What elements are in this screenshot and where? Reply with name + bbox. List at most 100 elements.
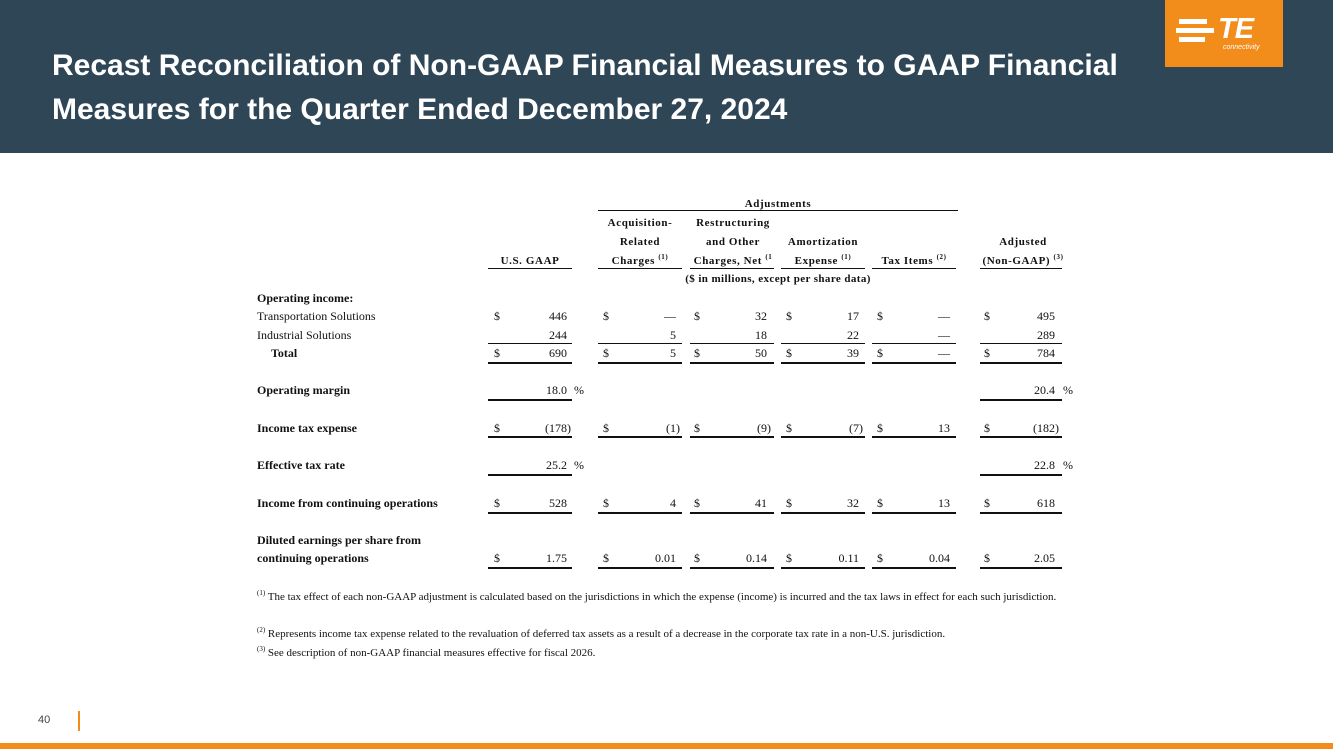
currency: $: [603, 496, 609, 510]
subtotal-rule: [781, 343, 865, 344]
total-rule: [781, 567, 865, 569]
header-rule: [872, 268, 956, 269]
currency: $: [603, 309, 609, 323]
amort-header-l2: Expense (1): [794, 253, 852, 268]
currency: $: [877, 551, 883, 565]
cell-usgaap: 690: [549, 346, 567, 360]
cell-tax: —: [938, 328, 950, 342]
currency: $: [877, 421, 883, 435]
total-rule: [488, 362, 572, 364]
total-rule: [980, 362, 1062, 364]
currency: $: [877, 346, 883, 360]
usgaap-header: U.S. GAAP: [500, 255, 560, 267]
currency: $: [694, 551, 700, 565]
currency: $: [786, 496, 792, 510]
total-rule: [598, 362, 682, 364]
cell-amort: 39: [847, 346, 859, 360]
subtotal-rule: [690, 343, 774, 344]
cell-rest: 41: [755, 496, 767, 510]
cell-usgaap: 446: [549, 309, 567, 323]
total-rule: [781, 436, 865, 438]
percent-sign: %: [1063, 458, 1073, 472]
total-rule: [980, 567, 1062, 569]
cell-acq: 5: [670, 346, 676, 360]
logo-subtitle: connectivity: [1223, 44, 1260, 51]
percent-sign: %: [574, 383, 584, 397]
currency: $: [877, 309, 883, 323]
total-rule: [488, 474, 572, 476]
currency: $: [786, 421, 792, 435]
total-rule: [690, 362, 774, 364]
acq-header-l1: Acquisition-: [607, 217, 673, 229]
page-number-divider: [78, 711, 80, 731]
acq-header-l3: Charges (1): [611, 253, 669, 268]
cell-usgaap: 244: [549, 328, 567, 342]
currency: $: [494, 551, 500, 565]
cell-rest: 0.14: [746, 551, 767, 565]
row-label: Effective tax rate: [257, 458, 345, 472]
operating-income-heading: Operating income:: [257, 291, 354, 305]
cell-adjusted: 289: [1037, 328, 1055, 342]
rest-header-l3: Charges, Net (1: [693, 253, 773, 268]
total-rule: [980, 399, 1062, 401]
page-title: Recast Reconciliation of Non-GAAP Financ…: [52, 49, 1118, 126]
currency: $: [786, 346, 792, 360]
adjusted-header-l2: (Non-GAAP) (3): [982, 253, 1064, 268]
total-rule: [872, 567, 956, 569]
te-logo: TE connectivity: [1165, 0, 1283, 67]
cell-acq: 4: [670, 496, 676, 510]
row-label: Income from continuing operations: [257, 496, 438, 510]
header-rule: [488, 268, 572, 269]
currency: $: [984, 346, 990, 360]
currency: $: [494, 309, 500, 323]
total-rule: [598, 436, 682, 438]
cell-tax: 13: [938, 421, 950, 435]
cell-tax: 0.04: [929, 551, 950, 565]
logo-lines-icon: [1176, 19, 1214, 42]
cell-amort: 0.11: [838, 551, 859, 565]
total-rule: [690, 436, 774, 438]
amort-header-l1: Amortization: [787, 236, 859, 248]
total-rule: [781, 362, 865, 364]
header-rule: [781, 268, 865, 269]
percent-sign: %: [1063, 383, 1073, 397]
currency: $: [603, 346, 609, 360]
bottom-accent-bar: [0, 743, 1333, 749]
cell-amort: 32: [847, 496, 859, 510]
currency: $: [984, 496, 990, 510]
subtotal-rule: [872, 343, 956, 344]
row-label: Transportation Solutions: [257, 309, 376, 323]
cell-adjusted: (182): [1033, 421, 1059, 435]
footnote-2: (2) Represents income tax expense relate…: [257, 626, 946, 641]
currency: $: [984, 421, 990, 435]
row-label: Operating margin: [257, 383, 350, 397]
total-rule: [488, 436, 572, 438]
row-label: Industrial Solutions: [257, 328, 352, 342]
currency: $: [603, 551, 609, 565]
cell-rest: 50: [755, 346, 767, 360]
rest-header-l1: Restructuring: [696, 217, 770, 229]
header-banner: Recast Reconciliation of Non-GAAP Financ…: [0, 0, 1333, 153]
cell-adjusted: 495: [1037, 309, 1055, 323]
total-rule: [488, 512, 572, 514]
cell-amort: 17: [847, 309, 859, 323]
cell-rest: 18: [755, 328, 767, 342]
total-rule: [488, 567, 572, 569]
adjusted-header-l1: Adjusted: [999, 236, 1047, 248]
currency: $: [694, 421, 700, 435]
page-number: 40: [38, 714, 51, 726]
row-label: Income tax expense: [257, 421, 357, 435]
logo-word: TE: [1218, 13, 1254, 45]
row-label: Diluted earnings per share from: [257, 533, 421, 547]
total-rule: [598, 512, 682, 514]
cell-adjusted: 618: [1037, 496, 1055, 510]
currency: $: [694, 346, 700, 360]
currency: $: [603, 421, 609, 435]
header-rule: [598, 268, 682, 269]
cell-acq: (1): [666, 421, 680, 435]
cell-rest: 32: [755, 309, 767, 323]
acq-header-l2: Related: [619, 236, 661, 248]
currency: $: [984, 309, 990, 323]
adjustments-rule: [598, 210, 958, 211]
